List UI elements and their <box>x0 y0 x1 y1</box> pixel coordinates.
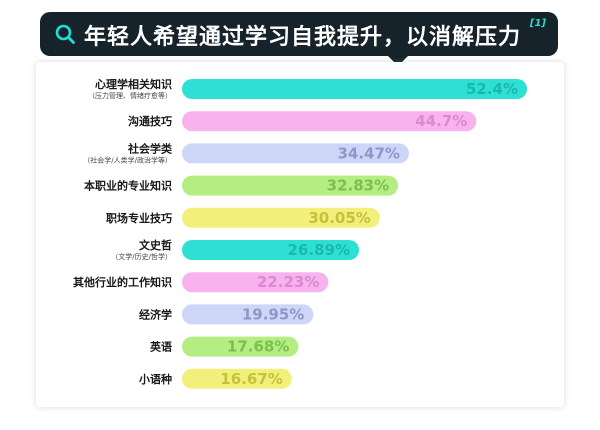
category-sublabel-3: （社会学/人类学/政治学等） <box>83 155 172 164</box>
category-label-1: 心理学相关知识 <box>95 77 172 91</box>
category-label-7: 其他行业的工作知识 <box>73 275 172 289</box>
category-label-10: 小语种 <box>138 372 172 386</box>
bar-10 <box>182 368 292 389</box>
bar-9 <box>182 336 299 357</box>
bar-chart: 52.4% 心理学相关知识（压力管理、情绪疗愈等） 44.7% 沟通技巧 34.47% 社… <box>73 77 527 389</box>
bar-6 <box>182 240 360 260</box>
value-label-7: 22.23% <box>257 273 319 291</box>
bar-8 <box>182 304 314 325</box>
bar-7 <box>182 272 329 293</box>
category-label-6: 文史哲 <box>139 238 172 252</box>
value-label-9: 17.68% <box>227 338 289 356</box>
category-label-5: 职场专业技巧 <box>106 211 172 225</box>
value-label-1: 52.4% <box>466 80 518 98</box>
bar-5 <box>182 207 380 228</box>
bar-3 <box>182 143 409 164</box>
bar-1 <box>182 79 527 99</box>
value-label-3: 34.47% <box>337 144 399 162</box>
search-icon <box>55 24 75 44</box>
category-label-8: 经济学 <box>139 307 172 321</box>
title-footnote: [1] <box>529 18 546 29</box>
value-label-10: 16.67% <box>220 370 282 388</box>
value-label-2: 44.7% <box>415 112 467 130</box>
value-label-4: 32.83% <box>327 177 389 195</box>
category-label-3: 社会学类 <box>127 141 173 155</box>
value-label-5: 30.05% <box>308 209 370 227</box>
category-label-9: 英语 <box>149 340 172 354</box>
category-label-4: 本职业的专业知识 <box>84 179 172 193</box>
category-sublabel-1: （压力管理、情绪疗愈等） <box>88 91 172 100</box>
category-label-2: 沟通技巧 <box>128 114 172 128</box>
chart-title: 年轻人希望通过学习自我提升，以消解压力 <box>84 25 522 50</box>
value-label-6: 26.89% <box>288 241 350 259</box>
title-banner: 年轻人希望通过学习自我提升，以消解压力 [1] <box>40 12 558 66</box>
bar-2 <box>182 111 477 132</box>
value-label-8: 19.95% <box>242 305 304 323</box>
bar-4 <box>182 175 399 196</box>
category-sublabel-6: （文学/历史/哲学） <box>111 252 172 261</box>
chart-panel: 52.4% 心理学相关知识 （压力管理、情绪疗愈等） 44.7% 沟通技巧 34.47% 社… <box>36 62 564 407</box>
